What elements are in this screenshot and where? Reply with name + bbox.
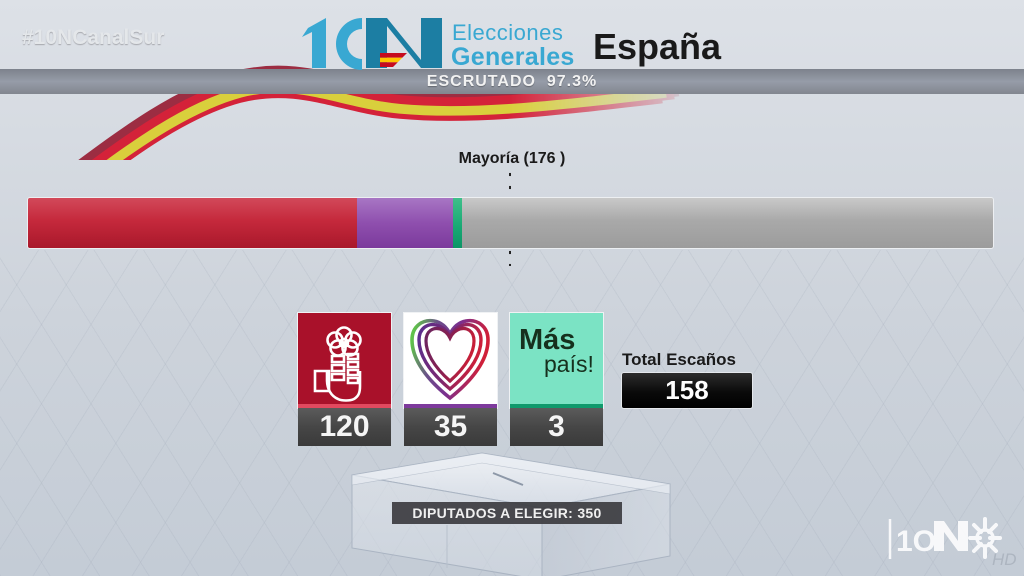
svg-text:Elecciones: Elecciones	[452, 20, 563, 45]
svg-text:1O: 1O	[896, 525, 936, 558]
svg-text:Generales: Generales	[451, 43, 575, 71]
svg-text:HD: HD	[992, 550, 1017, 567]
